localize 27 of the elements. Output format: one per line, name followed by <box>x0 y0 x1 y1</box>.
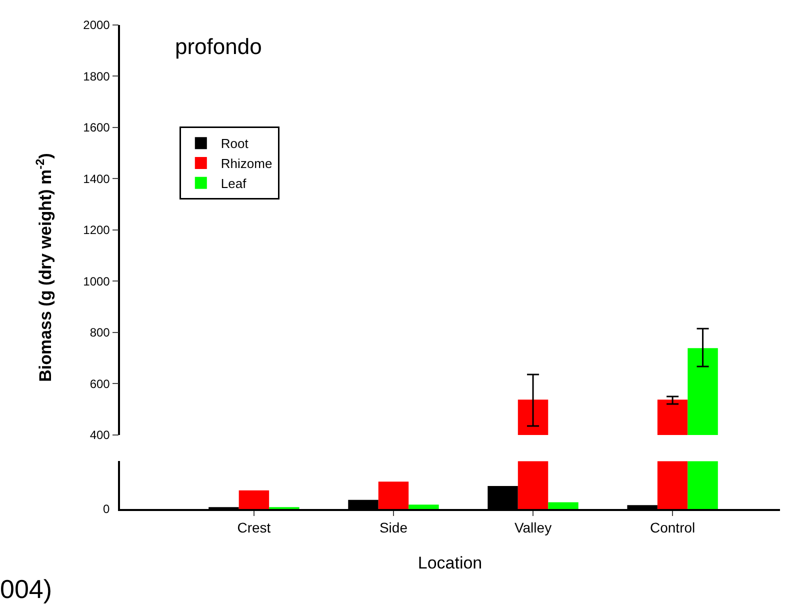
legend-label: Rhizome <box>220 156 272 172</box>
text: 004) <box>0 574 52 604</box>
y-tick-label: 800 <box>90 326 110 340</box>
x-tick-label: Control <box>650 520 696 536</box>
bar <box>378 482 409 509</box>
y-tick-label: 2000 <box>83 18 110 32</box>
y-tick-label: 1000 <box>83 274 110 288</box>
bar <box>688 461 718 509</box>
bar <box>238 490 270 509</box>
annotation: profondo <box>175 34 262 59</box>
x-tick-label: Crest <box>237 520 271 536</box>
y-tick-label: 600 <box>90 376 110 391</box>
bar <box>518 461 548 509</box>
y-tick-label: 1600 <box>83 120 110 135</box>
x-tick-label: Valley <box>514 520 552 536</box>
legend-label: Leaf <box>220 176 247 191</box>
x-tick-label: Side <box>379 520 408 536</box>
y-tick-label: 1400 <box>83 172 110 186</box>
legend-label: Root <box>220 136 249 152</box>
x-axis-title: Location <box>418 553 482 572</box>
y-tick-label: 400 <box>90 428 110 442</box>
y-tick-label: 1800 <box>83 69 110 84</box>
y-tick-label: 1200 <box>83 223 110 238</box>
bar <box>408 504 439 509</box>
bar <box>548 502 578 509</box>
text: 0 <box>103 502 110 516</box>
bar <box>657 461 688 509</box>
